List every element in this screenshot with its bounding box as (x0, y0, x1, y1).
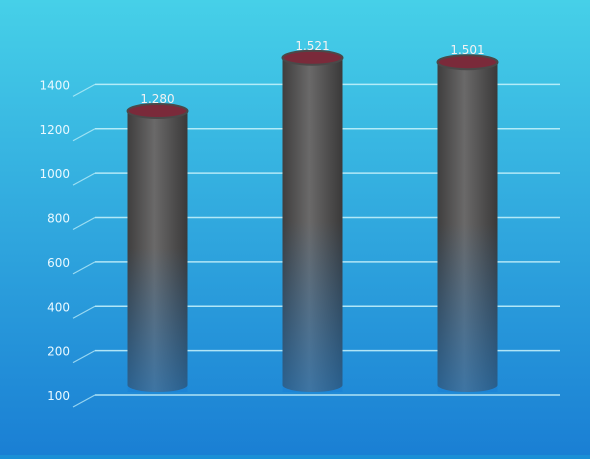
gridline-floor (72, 83, 96, 97)
bar-reflection (282, 221, 343, 392)
bar (436, 54, 499, 393)
data-labels: 1.280 1.521 1.501 (140, 39, 484, 106)
bar-top (436, 54, 499, 71)
gridline-floor (72, 305, 96, 319)
data-label: 1.280 (140, 92, 174, 106)
gridline-floor (72, 394, 96, 408)
y-tick-label: 200 (47, 345, 70, 359)
y-tick-label: 1000 (39, 167, 70, 181)
gridline-floor (72, 216, 96, 231)
y-tick-label: 800 (47, 212, 70, 226)
y-tick-label: 1200 (39, 123, 70, 137)
bar-reflection (437, 223, 498, 392)
gridline-floor (72, 172, 96, 186)
bar (126, 103, 189, 393)
y-axis-ticks: 100 200 400 600 800 1000 1200 1400 (39, 78, 70, 403)
y-tick-label: 100 (47, 389, 70, 403)
bar-top (281, 49, 344, 66)
bar-layer (126, 49, 499, 393)
y-tick-label: 1400 (39, 78, 70, 92)
gridline-floor (72, 128, 96, 142)
gridline-floor (72, 350, 96, 364)
data-label: 1.521 (295, 39, 329, 53)
bar (281, 49, 344, 393)
bar-reflection (127, 248, 188, 392)
gridline-floor (72, 261, 96, 275)
y-tick-label: 600 (47, 256, 70, 270)
bar-top (126, 103, 189, 119)
y-tick-label: 400 (47, 300, 70, 314)
data-label: 1.501 (450, 43, 484, 57)
